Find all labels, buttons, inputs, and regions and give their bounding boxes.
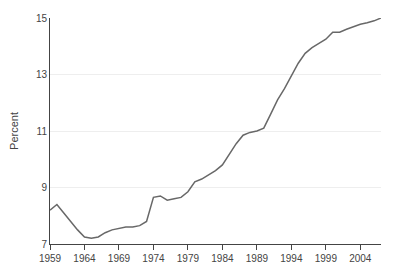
svg-text:15: 15 xyxy=(36,13,48,24)
svg-text:1984: 1984 xyxy=(211,253,234,264)
svg-text:1994: 1994 xyxy=(280,253,303,264)
svg-text:1959: 1959 xyxy=(39,253,62,264)
svg-text:1974: 1974 xyxy=(142,253,165,264)
svg-text:1964: 1964 xyxy=(73,253,96,264)
svg-text:2004: 2004 xyxy=(349,253,372,264)
svg-text:1999: 1999 xyxy=(315,253,338,264)
svg-text:7: 7 xyxy=(41,239,47,250)
svg-text:Percent: Percent xyxy=(8,112,20,150)
svg-text:9: 9 xyxy=(41,182,47,193)
svg-text:1979: 1979 xyxy=(177,253,200,264)
svg-text:1969: 1969 xyxy=(108,253,131,264)
svg-text:1989: 1989 xyxy=(246,253,269,264)
svg-text:13: 13 xyxy=(36,69,48,80)
svg-text:11: 11 xyxy=(37,126,48,137)
